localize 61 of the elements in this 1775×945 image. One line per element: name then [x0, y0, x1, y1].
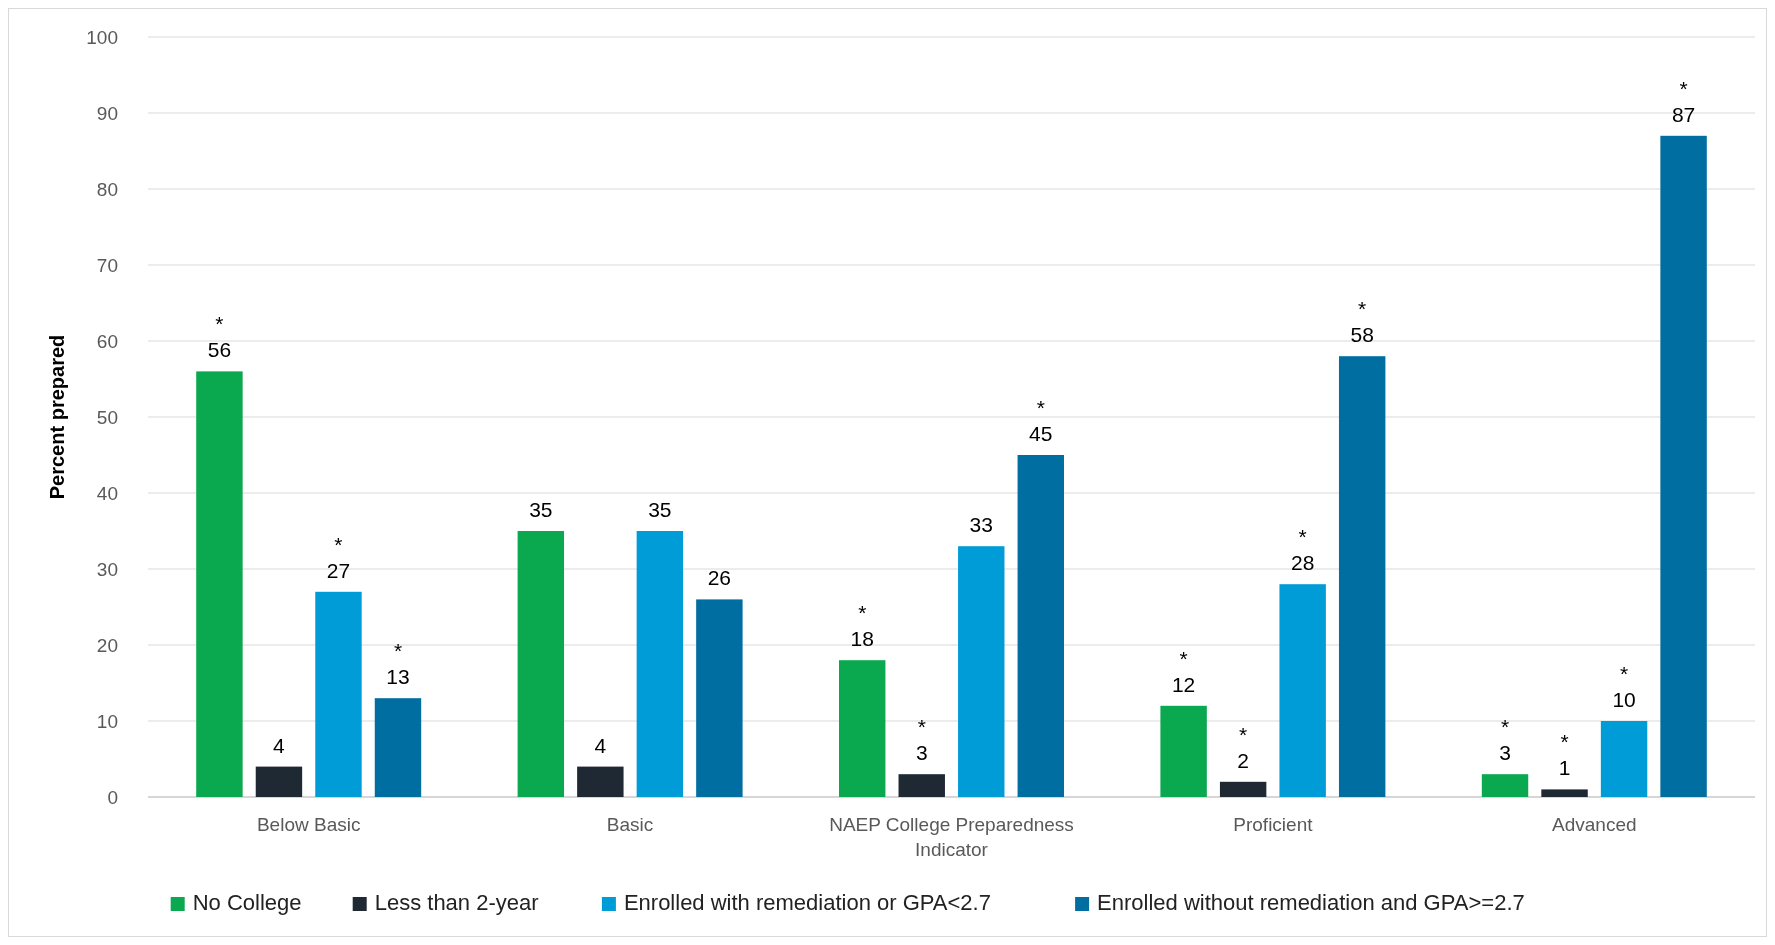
x-tick-label: Proficient	[1233, 814, 1314, 835]
bar	[958, 546, 1005, 797]
bar	[898, 774, 945, 797]
data-label: * 13	[386, 639, 410, 689]
bar	[577, 766, 624, 797]
x-tick-label: Basic	[606, 814, 654, 835]
legend-label: No College	[192, 890, 302, 915]
data-label: 35	[648, 498, 672, 521]
data-label: * 1	[1558, 730, 1571, 780]
bar	[1279, 584, 1326, 797]
bar	[1541, 789, 1588, 797]
y-tick-label: 100	[86, 26, 118, 48]
data-label: * 28	[1290, 525, 1315, 575]
bar	[1660, 135, 1707, 797]
bar	[196, 371, 243, 797]
y-tick-label: 70	[96, 254, 118, 276]
data-label: * 12	[1171, 646, 1196, 696]
y-tick-label: 10	[96, 710, 118, 732]
bar	[1017, 455, 1064, 797]
bar	[315, 591, 362, 797]
bar	[636, 531, 684, 797]
y-tick-label: 80	[96, 178, 118, 200]
bar	[1600, 721, 1648, 797]
data-label: 4	[273, 733, 286, 757]
bar	[1338, 356, 1386, 797]
bar	[696, 599, 743, 797]
data-label: * 10	[1612, 662, 1636, 711]
y-tick-label: 60	[96, 330, 118, 352]
bar	[1481, 774, 1529, 797]
bar	[1160, 705, 1207, 797]
y-axis-title: Percent prepared	[46, 334, 68, 500]
data-label: * 3	[1499, 715, 1511, 765]
data-label: * 2	[1237, 722, 1249, 772]
bar	[1219, 781, 1267, 797]
bar	[255, 766, 303, 797]
data-label: 4	[594, 733, 607, 757]
y-tick-label: 0	[107, 786, 118, 808]
data-label: * 56	[207, 312, 232, 362]
y-tick-label: 20	[96, 634, 118, 656]
bar	[517, 531, 565, 797]
legend-label: Enrolled with remediation or GPA<2.7	[623, 890, 991, 915]
legend-label: Enrolled without remediation and GPA>=2.7	[1097, 890, 1525, 915]
bar	[374, 698, 422, 797]
y-tick-label: 40	[96, 482, 118, 504]
y-tick-label: 50	[96, 406, 118, 428]
data-label: * 87	[1671, 76, 1696, 126]
y-tick-label: 30	[96, 558, 118, 580]
data-label: * 27	[326, 532, 351, 582]
data-label: 26	[707, 566, 732, 590]
data-label: 33	[969, 513, 993, 537]
data-label: * 58	[1350, 297, 1374, 347]
data-label: * 3	[915, 715, 928, 765]
data-label: * 45	[1029, 396, 1053, 445]
data-label: 35	[529, 498, 553, 521]
x-tick-label: NAEP College Preparedness Indicator	[829, 814, 1074, 860]
y-tick-label: 90	[96, 102, 118, 124]
legend-label: Less than 2-year	[374, 890, 539, 915]
data-label: * 18	[850, 601, 874, 651]
x-tick-label: Below Basic	[256, 814, 361, 835]
x-tick-label: Advanced	[1552, 814, 1637, 835]
bar	[839, 660, 886, 797]
